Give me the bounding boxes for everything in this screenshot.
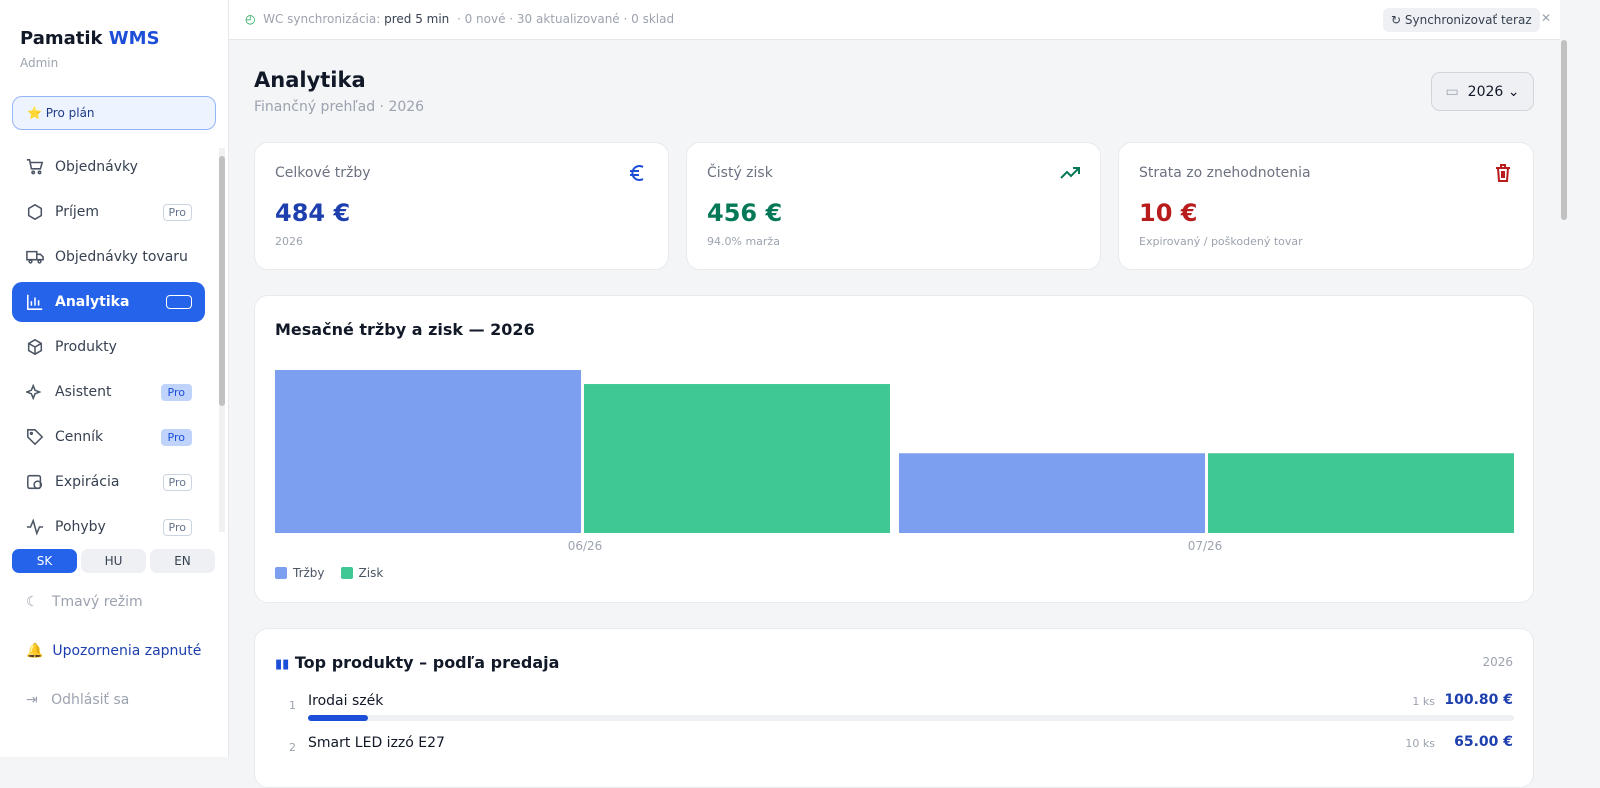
- sync-time: pred 5 min: [384, 12, 450, 26]
- nav-item[interactable]: Objednávky: [12, 147, 205, 187]
- year-select[interactable]: ▭ 2026 ⌄: [1431, 72, 1534, 111]
- badge: [166, 295, 192, 309]
- rank: 1: [289, 699, 296, 712]
- legend-label: Tržby: [293, 566, 325, 580]
- x-tick-label: 06/26: [568, 539, 603, 553]
- product-amount: 65.00 €: [1454, 734, 1513, 750]
- plan-label: Pro plán: [45, 106, 95, 120]
- progress-track: [308, 715, 1514, 721]
- legend: Tržby Zisk: [275, 566, 383, 580]
- notifications[interactable]: 🔔 Upozornenia zapnuté: [26, 643, 202, 659]
- product-amount: 100.80 €: [1444, 692, 1513, 708]
- product-name: Irodai szék: [308, 693, 384, 709]
- product-qty: 10 ks: [1405, 737, 1435, 750]
- brand: Pamatik WMS: [20, 28, 160, 49]
- brand-accent: WMS: [108, 28, 160, 49]
- legend-swatch: [340, 567, 353, 579]
- legend-swatch: [275, 567, 287, 579]
- bar: [1208, 453, 1514, 533]
- logout[interactable]: ⇥ Odhlásiť sa: [26, 692, 130, 708]
- brand-name: Pamatik: [20, 28, 103, 49]
- kpi-value: 10 €: [1139, 199, 1198, 227]
- top-products-card: ▮▮ Top produkty – podľa predaja 2026 1 I…: [254, 628, 1534, 788]
- nav-item[interactable]: Asistent Pro: [12, 372, 205, 412]
- badge: Pro: [162, 203, 192, 221]
- nav-label: Pohyby: [55, 519, 106, 535]
- nav-label: Objednávky: [55, 159, 138, 175]
- product-name: Smart LED izzó E27: [308, 735, 445, 751]
- nav-item[interactable]: Cenník Pro: [12, 417, 205, 457]
- top-products-header: ▮▮ Top produkty – podľa predaja: [275, 653, 560, 672]
- nav-label: Expirácia: [55, 474, 120, 490]
- nav-item[interactable]: Príjem Pro: [12, 192, 205, 232]
- nav-item[interactable]: Expirácia Pro: [12, 462, 205, 502]
- legend-item: Zisk: [340, 566, 384, 580]
- kpi-card: Celkové tržby 484 € 2026: [254, 142, 669, 270]
- x-tick-label: 07/26: [1188, 539, 1223, 553]
- sidebar: Pamatik WMS Admin ⭐ Pro plán Objednávky …: [0, 0, 229, 757]
- sync-stats: · 0 nové · 30 aktualizované · 0 sklad: [456, 12, 675, 26]
- logout-label: Odhlásiť sa: [51, 692, 130, 708]
- sync-button[interactable]: ↻ Synchronizovať teraz: [1383, 8, 1540, 32]
- nav-label: Príjem: [55, 204, 99, 220]
- kpi-label: Celkové tržby: [275, 165, 371, 181]
- top-products-year: 2026: [1482, 655, 1513, 669]
- bar: [584, 384, 890, 533]
- kpi-label: Strata zo znehodnotenia: [1139, 165, 1311, 181]
- role: Admin: [20, 56, 59, 70]
- nav-item[interactable]: Produkty: [12, 327, 205, 367]
- dark-mode[interactable]: ☾ Tmavý režim: [26, 594, 143, 610]
- nav-item[interactable]: Objednávky tovaru: [12, 237, 205, 277]
- dark-mode-label: Tmavý režim: [51, 594, 143, 610]
- scrollbar: [219, 148, 225, 532]
- nav-item[interactable]: Pohyby Pro: [12, 507, 205, 536]
- legend-label: Zisk: [358, 566, 384, 580]
- top-products-title: Top produkty – podľa predaja: [294, 653, 560, 672]
- notifications-label: Upozornenia zapnuté: [52, 643, 202, 659]
- nav-list: Objednávky Príjem Pro Objednávky tovaru A…: [0, 146, 229, 536]
- kpi-value: 456 €: [707, 199, 783, 227]
- chart-card: Mesačné tržby a zisk — 2026 06/26 07/26 T…: [254, 295, 1534, 603]
- nav-item[interactable]: Analytika: [12, 282, 205, 322]
- topbar: ◴ WC synchronizácia: pred 5 min · 0 nové…: [229, 0, 1560, 40]
- badge: Pro: [162, 473, 192, 491]
- progress-bar: [308, 715, 368, 721]
- kpi-card: Strata zo znehodnotenia 10 € Expirovaný …: [1118, 142, 1534, 270]
- page-scroll: [1560, 0, 1600, 757]
- chart-title: Mesačné tržby a zisk — 2026: [275, 320, 535, 339]
- product-qty: 1 ks: [1412, 695, 1435, 708]
- kpi-value: 484 €: [275, 199, 351, 227]
- badge: Pro: [160, 383, 192, 401]
- nav-label: Analytika: [55, 294, 130, 310]
- nav-label: Asistent: [55, 384, 112, 400]
- year-label: 2026: [1467, 83, 1504, 100]
- bar: [899, 453, 1205, 533]
- kpi-card: Čistý zisk 456 € 94.0% marža: [686, 142, 1101, 270]
- legend-item: Tržby: [275, 566, 325, 580]
- page-title: Analytika: [254, 68, 366, 92]
- plan-button[interactable]: ⭐ Pro plán: [12, 96, 216, 130]
- badge: Pro: [162, 518, 192, 536]
- lang-button[interactable]: HU: [81, 549, 146, 573]
- nav-label: Produkty: [55, 339, 117, 355]
- sync-button-label: Synchronizovať teraz: [1404, 13, 1532, 27]
- rank: 2: [289, 741, 296, 754]
- close-button[interactable]: ✕: [1541, 11, 1552, 25]
- badge: Pro: [160, 428, 192, 446]
- sync-status: ◴ WC synchronizácia: pred 5 min · 0 nové…: [245, 12, 675, 26]
- chart: 06/26 07/26: [275, 370, 1514, 553]
- lang-button[interactable]: SK: [12, 549, 77, 573]
- page-subtitle: Finančný prehľad · 2026: [254, 99, 425, 115]
- sync-label: WC synchronizácia:: [263, 12, 381, 26]
- kpi-note: 94.0% marža: [707, 235, 780, 248]
- kpi-note: Expirovaný / poškodený tovar: [1139, 235, 1303, 248]
- bar: [275, 370, 581, 533]
- kpi-label: Čistý zisk: [707, 165, 773, 181]
- nav-label: Objednávky tovaru: [55, 249, 188, 265]
- kpi-note: 2026: [275, 235, 303, 248]
- lang-button[interactable]: EN: [150, 549, 215, 573]
- nav-label: Cenník: [55, 429, 104, 445]
